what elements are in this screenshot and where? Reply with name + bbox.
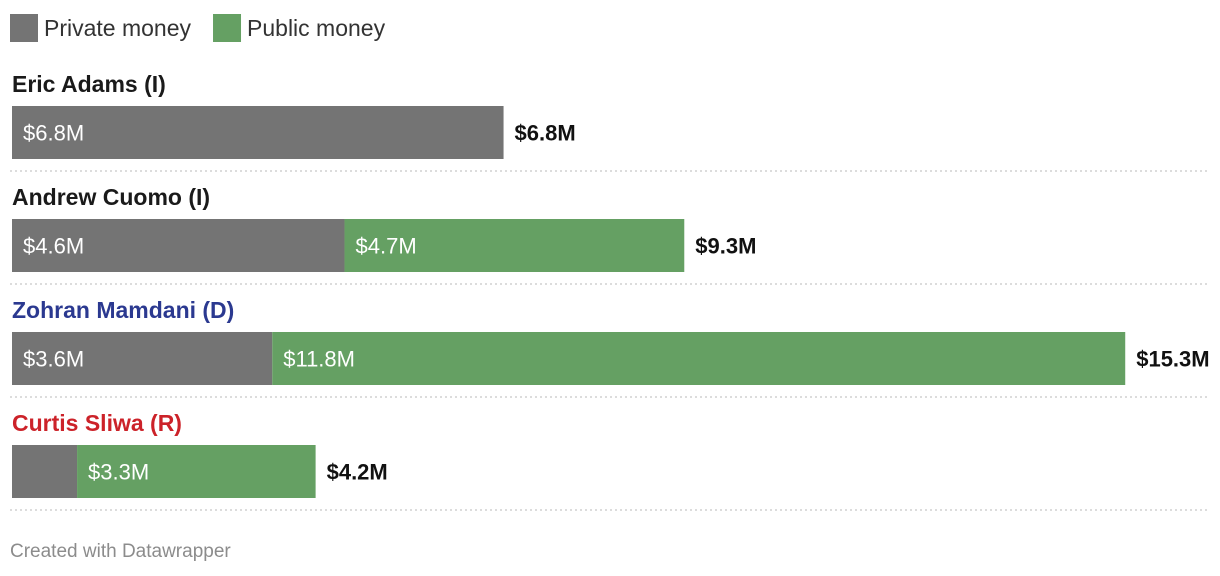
bar-total-label: $4.2M bbox=[327, 460, 388, 485]
segment-label-public: $3.3M bbox=[88, 460, 149, 485]
legend-label-public: Public money bbox=[247, 15, 386, 41]
legend: Private money Public money bbox=[10, 14, 386, 42]
row-name: Eric Adams (I) bbox=[12, 71, 166, 97]
legend-swatch-private bbox=[10, 14, 38, 42]
segment-label-private: $4.6M bbox=[23, 234, 84, 259]
segment-label-private: $6.8M bbox=[23, 121, 84, 146]
bar-segment-public bbox=[77, 445, 316, 498]
bar-segment-private bbox=[12, 219, 345, 272]
row-name: Curtis Sliwa (R) bbox=[12, 410, 182, 436]
row-name: Andrew Cuomo (I) bbox=[12, 184, 210, 210]
segment-label-public: $4.7M bbox=[356, 234, 417, 259]
chart-row: Zohran Mamdani (D) $3.6M $11.8M $15.3M bbox=[10, 297, 1210, 398]
bar-segment-private bbox=[12, 445, 78, 498]
segment-label-public: $11.8M bbox=[283, 347, 355, 372]
bar-segment-public bbox=[272, 332, 1126, 385]
bar-segment-public bbox=[344, 219, 685, 272]
footer-credit: Created with Datawrapper bbox=[10, 541, 231, 562]
bar-segment-private bbox=[12, 106, 504, 159]
bar-total-label: $6.8M bbox=[515, 121, 576, 146]
chart-rows: Eric Adams (I) $6.8M $6.8M Andrew Cuomo (I)… bbox=[10, 71, 1210, 511]
bar-total-label: $15.3M bbox=[1136, 347, 1209, 372]
bar-segment-private bbox=[12, 332, 273, 385]
chart-row: Curtis Sliwa (R) $3.3M $4.2M bbox=[10, 410, 1208, 511]
legend-label-private: Private money bbox=[44, 15, 192, 41]
chart-row: Andrew Cuomo (I) $4.6M $4.7M $9.3M bbox=[10, 184, 1208, 285]
segment-label-private: $3.6M bbox=[23, 347, 84, 372]
row-name: Zohran Mamdani (D) bbox=[12, 297, 234, 323]
chart-row: Eric Adams (I) $6.8M $6.8M bbox=[10, 71, 1208, 172]
legend-swatch-public bbox=[213, 14, 242, 42]
bar-total-label: $9.3M bbox=[695, 234, 756, 259]
